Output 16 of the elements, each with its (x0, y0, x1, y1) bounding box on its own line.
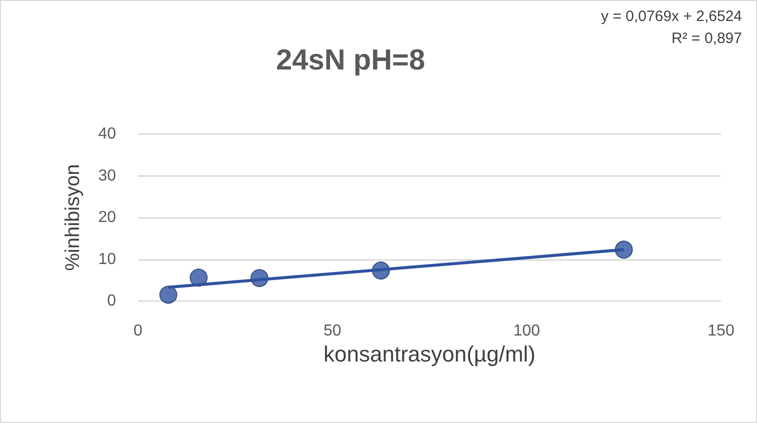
x-tick-label: 50 (323, 322, 342, 340)
y-tick-label: 40 (98, 126, 116, 142)
y-tick-label: 30 (98, 167, 116, 184)
chart-title: 24sN pH=8 (276, 44, 426, 76)
y-tick-label: 10 (98, 250, 116, 268)
text: R² = 0,897 (672, 30, 742, 47)
point (614, 240, 633, 259)
x-axis-title: konsantrasyon(µg/ml) (324, 342, 536, 366)
x-tick-label: 0 (134, 322, 143, 340)
point (159, 286, 178, 304)
x-tick-label: 100 (513, 322, 540, 340)
y-axis-title: %inhibisyon (62, 164, 84, 271)
x-tick-label: 150 (708, 322, 734, 340)
y-tick-label: 0 (107, 292, 116, 310)
text: y = 0,0769x + 2,6524 (601, 8, 742, 25)
y-tick-label: 20 (98, 209, 116, 226)
